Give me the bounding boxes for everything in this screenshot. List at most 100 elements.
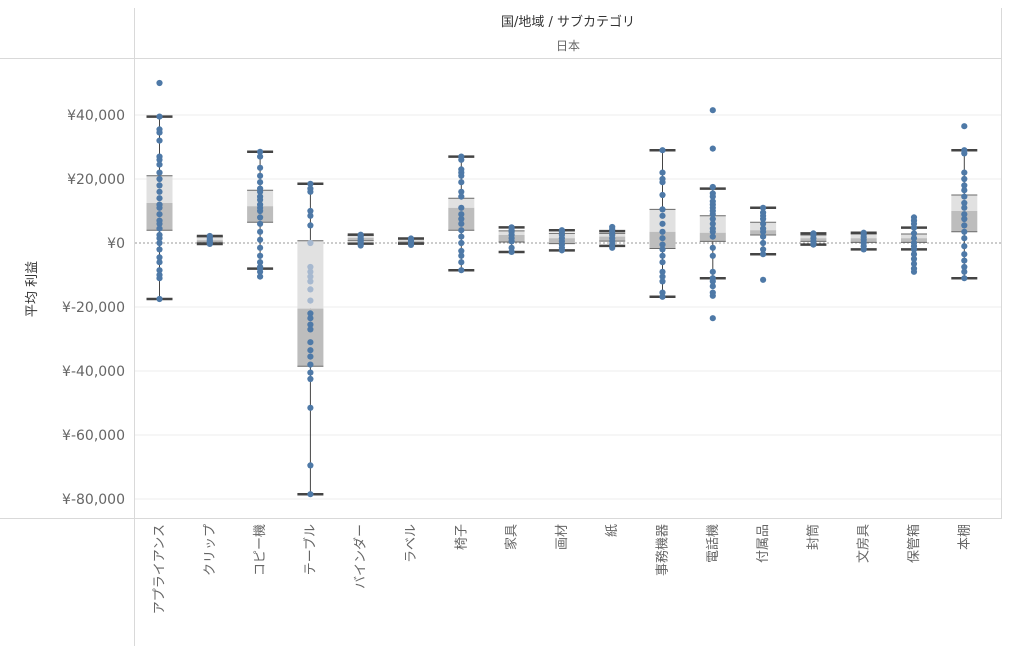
data-point [257, 220, 264, 227]
data-point [659, 220, 666, 227]
data-point [961, 215, 968, 223]
data-point [961, 235, 968, 242]
data-point [458, 259, 465, 266]
data-point [307, 278, 314, 285]
data-point [760, 220, 767, 227]
data-point [709, 183, 716, 191]
data-point [257, 273, 264, 280]
data-point [156, 235, 163, 242]
data-point [760, 239, 767, 247]
data-point [307, 375, 314, 383]
data-point [659, 293, 666, 300]
data-point [257, 172, 264, 179]
data-point [156, 161, 163, 168]
data-point [156, 267, 163, 274]
x-tick-label: コピー機 [253, 524, 268, 576]
data-point [257, 252, 264, 259]
data-point [458, 233, 465, 240]
data-points [156, 79, 968, 498]
data-point [961, 268, 968, 275]
data-point [156, 129, 163, 136]
data-point [458, 204, 465, 211]
x-tick-label: 文房具 [856, 524, 872, 563]
x-tick-label: 電話機 [705, 524, 721, 563]
data-point [156, 275, 163, 282]
box-lower [247, 206, 274, 223]
data-point [156, 246, 163, 253]
data-point [961, 123, 968, 130]
data-point [458, 220, 465, 227]
y-tick-label: ¥40,000 [67, 108, 125, 124]
data-point [156, 225, 163, 232]
x-tick-label: アプライアンス [153, 524, 168, 614]
data-point [910, 251, 918, 258]
x-tick-label: バインダー [354, 524, 369, 589]
data-point [961, 263, 968, 271]
data-point [307, 222, 314, 229]
y-tick-label: ¥-40,000 [62, 364, 125, 380]
chart-frame [0, 8, 1002, 646]
data-point [458, 227, 465, 234]
data-point [760, 204, 767, 211]
data-point [760, 233, 767, 240]
data-point [257, 153, 264, 160]
x-tick-label: 事務機器 [656, 524, 671, 576]
data-point [961, 182, 968, 189]
data-point [458, 193, 465, 200]
data-point [709, 292, 716, 299]
data-point [961, 193, 968, 200]
data-point [659, 259, 666, 266]
data-point [910, 224, 918, 231]
data-point [357, 242, 364, 249]
data-point [760, 276, 767, 283]
data-point [156, 254, 163, 261]
data-point [860, 246, 867, 253]
data-point [156, 79, 163, 87]
data-point [458, 172, 465, 179]
box-4 [297, 182, 324, 496]
data-point [307, 404, 314, 411]
data-point [659, 246, 666, 253]
data-point [910, 268, 918, 275]
y-tick-label: ¥0 [107, 236, 125, 252]
data-point [709, 244, 716, 251]
data-point [307, 347, 314, 354]
gridlines [135, 114, 1001, 500]
data-point [659, 191, 666, 199]
data-point [307, 263, 314, 271]
data-point [156, 220, 163, 227]
data-point [659, 206, 666, 213]
data-point [407, 241, 415, 249]
data-point [709, 278, 716, 285]
data-point [307, 491, 314, 498]
data-point [307, 361, 314, 368]
y-tick-label: ¥-20,000 [62, 300, 125, 316]
data-point [307, 326, 314, 333]
y-tick-label: ¥-60,000 [62, 428, 125, 444]
data-point [659, 241, 666, 248]
data-point [307, 339, 314, 346]
data-point [156, 188, 163, 195]
data-point [760, 251, 767, 258]
data-point [257, 188, 264, 195]
data-point [307, 239, 314, 247]
x-tick-label: 本棚 [957, 524, 972, 550]
data-point [307, 207, 314, 215]
data-point [458, 179, 465, 186]
x-tick-label: 保管箱 [906, 524, 922, 563]
data-point [257, 196, 264, 203]
data-point [961, 150, 968, 157]
data-point [910, 260, 918, 267]
data-point [458, 156, 465, 163]
data-point [156, 113, 163, 120]
data-point [910, 235, 918, 242]
data-point [307, 297, 314, 304]
x-tick-label: 家具 [504, 524, 520, 550]
data-point [659, 179, 666, 186]
data-point [709, 107, 716, 114]
data-point [458, 247, 465, 255]
data-point [458, 215, 465, 223]
data-point [307, 273, 314, 280]
data-point [257, 164, 264, 171]
